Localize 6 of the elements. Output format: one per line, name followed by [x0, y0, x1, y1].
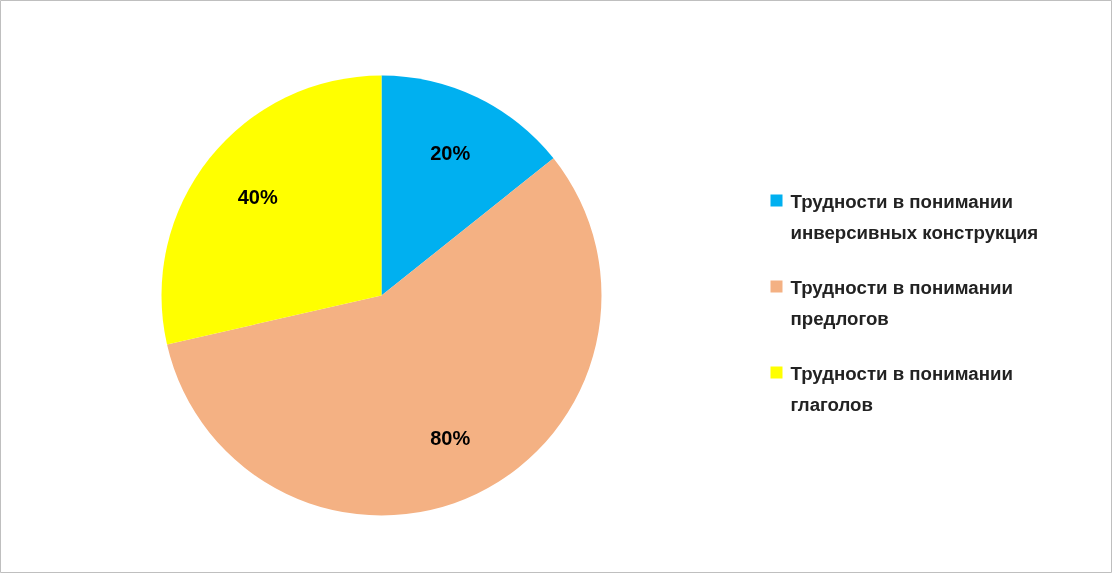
legend-label: Трудности в понимании инверсивных конструкция [790, 190, 1039, 243]
legend-label: Трудности в понимании предлогов [790, 276, 1013, 329]
legend-label: Трудности в понимании глаголов [790, 362, 1013, 415]
data-label: 20% [430, 141, 471, 164]
data-label: 80% [430, 427, 471, 450]
data-label: 40% [237, 185, 278, 208]
